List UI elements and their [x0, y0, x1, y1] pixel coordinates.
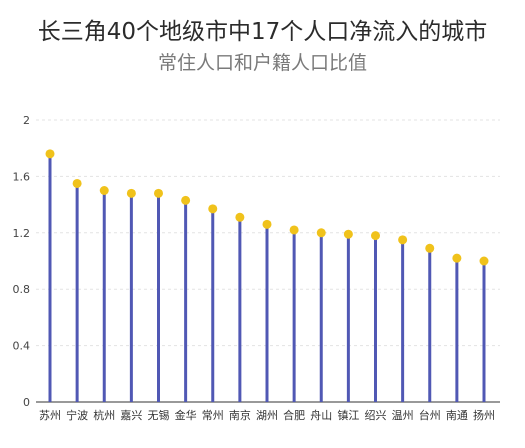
x-tick-label: 南通	[446, 409, 468, 422]
x-tick-label: 南京	[229, 408, 251, 422]
x-tick-label: 嘉兴	[120, 408, 142, 422]
y-tick-label: 2	[23, 114, 30, 127]
y-tick-label: 0	[23, 396, 30, 409]
lollipop-dot	[208, 204, 218, 214]
x-tick-label: 常州	[202, 409, 224, 422]
y-tick-label: 0.4	[13, 340, 31, 353]
y-tick-label: 1.2	[13, 227, 31, 240]
y-tick-label: 0.8	[13, 283, 31, 296]
lollipop-dot	[99, 186, 109, 195]
x-tick-label: 台州	[419, 408, 441, 422]
x-tick-label: 苏州	[39, 409, 61, 422]
lollipop-dot	[72, 178, 82, 188]
x-tick-label: 杭州	[93, 408, 115, 422]
x-tick-label: 扬州	[473, 408, 495, 422]
lollipop-dot	[154, 188, 163, 198]
lollipop-dot	[479, 256, 489, 266]
lollipop-dot	[289, 225, 299, 235]
x-tick-label: 宁波	[66, 408, 88, 422]
chart-title: 长三角40个地级市中17个人口净流入的城市	[37, 19, 488, 45]
lollipop-dot	[181, 195, 191, 205]
lollipop-dot	[452, 253, 462, 263]
lollipop-dot	[343, 229, 353, 239]
lollipop-dot	[425, 243, 435, 253]
lollipop-dot	[126, 188, 136, 198]
lollipop-dot	[45, 149, 55, 159]
lollipop-dot	[235, 212, 245, 222]
lollipop-dot	[316, 228, 326, 238]
x-tick-label: 金华	[175, 408, 197, 422]
chart-subtitle: 常住人口和户籍人口比值	[157, 52, 367, 74]
x-tick-label: 绍兴	[365, 408, 387, 422]
x-tick-label: 温州	[392, 409, 414, 422]
x-tick-label: 合肥	[283, 408, 305, 422]
lollipop-dot	[262, 219, 272, 229]
lollipop-dot	[371, 231, 380, 241]
x-tick-label: 无锡	[148, 408, 170, 422]
x-tick-label: 镇江	[337, 408, 359, 422]
lollipop-dot	[398, 235, 408, 245]
x-tick-label: 湖州	[256, 409, 278, 422]
x-tick-label: 舟山	[310, 408, 332, 422]
y-tick-label: 1.6	[13, 170, 31, 183]
